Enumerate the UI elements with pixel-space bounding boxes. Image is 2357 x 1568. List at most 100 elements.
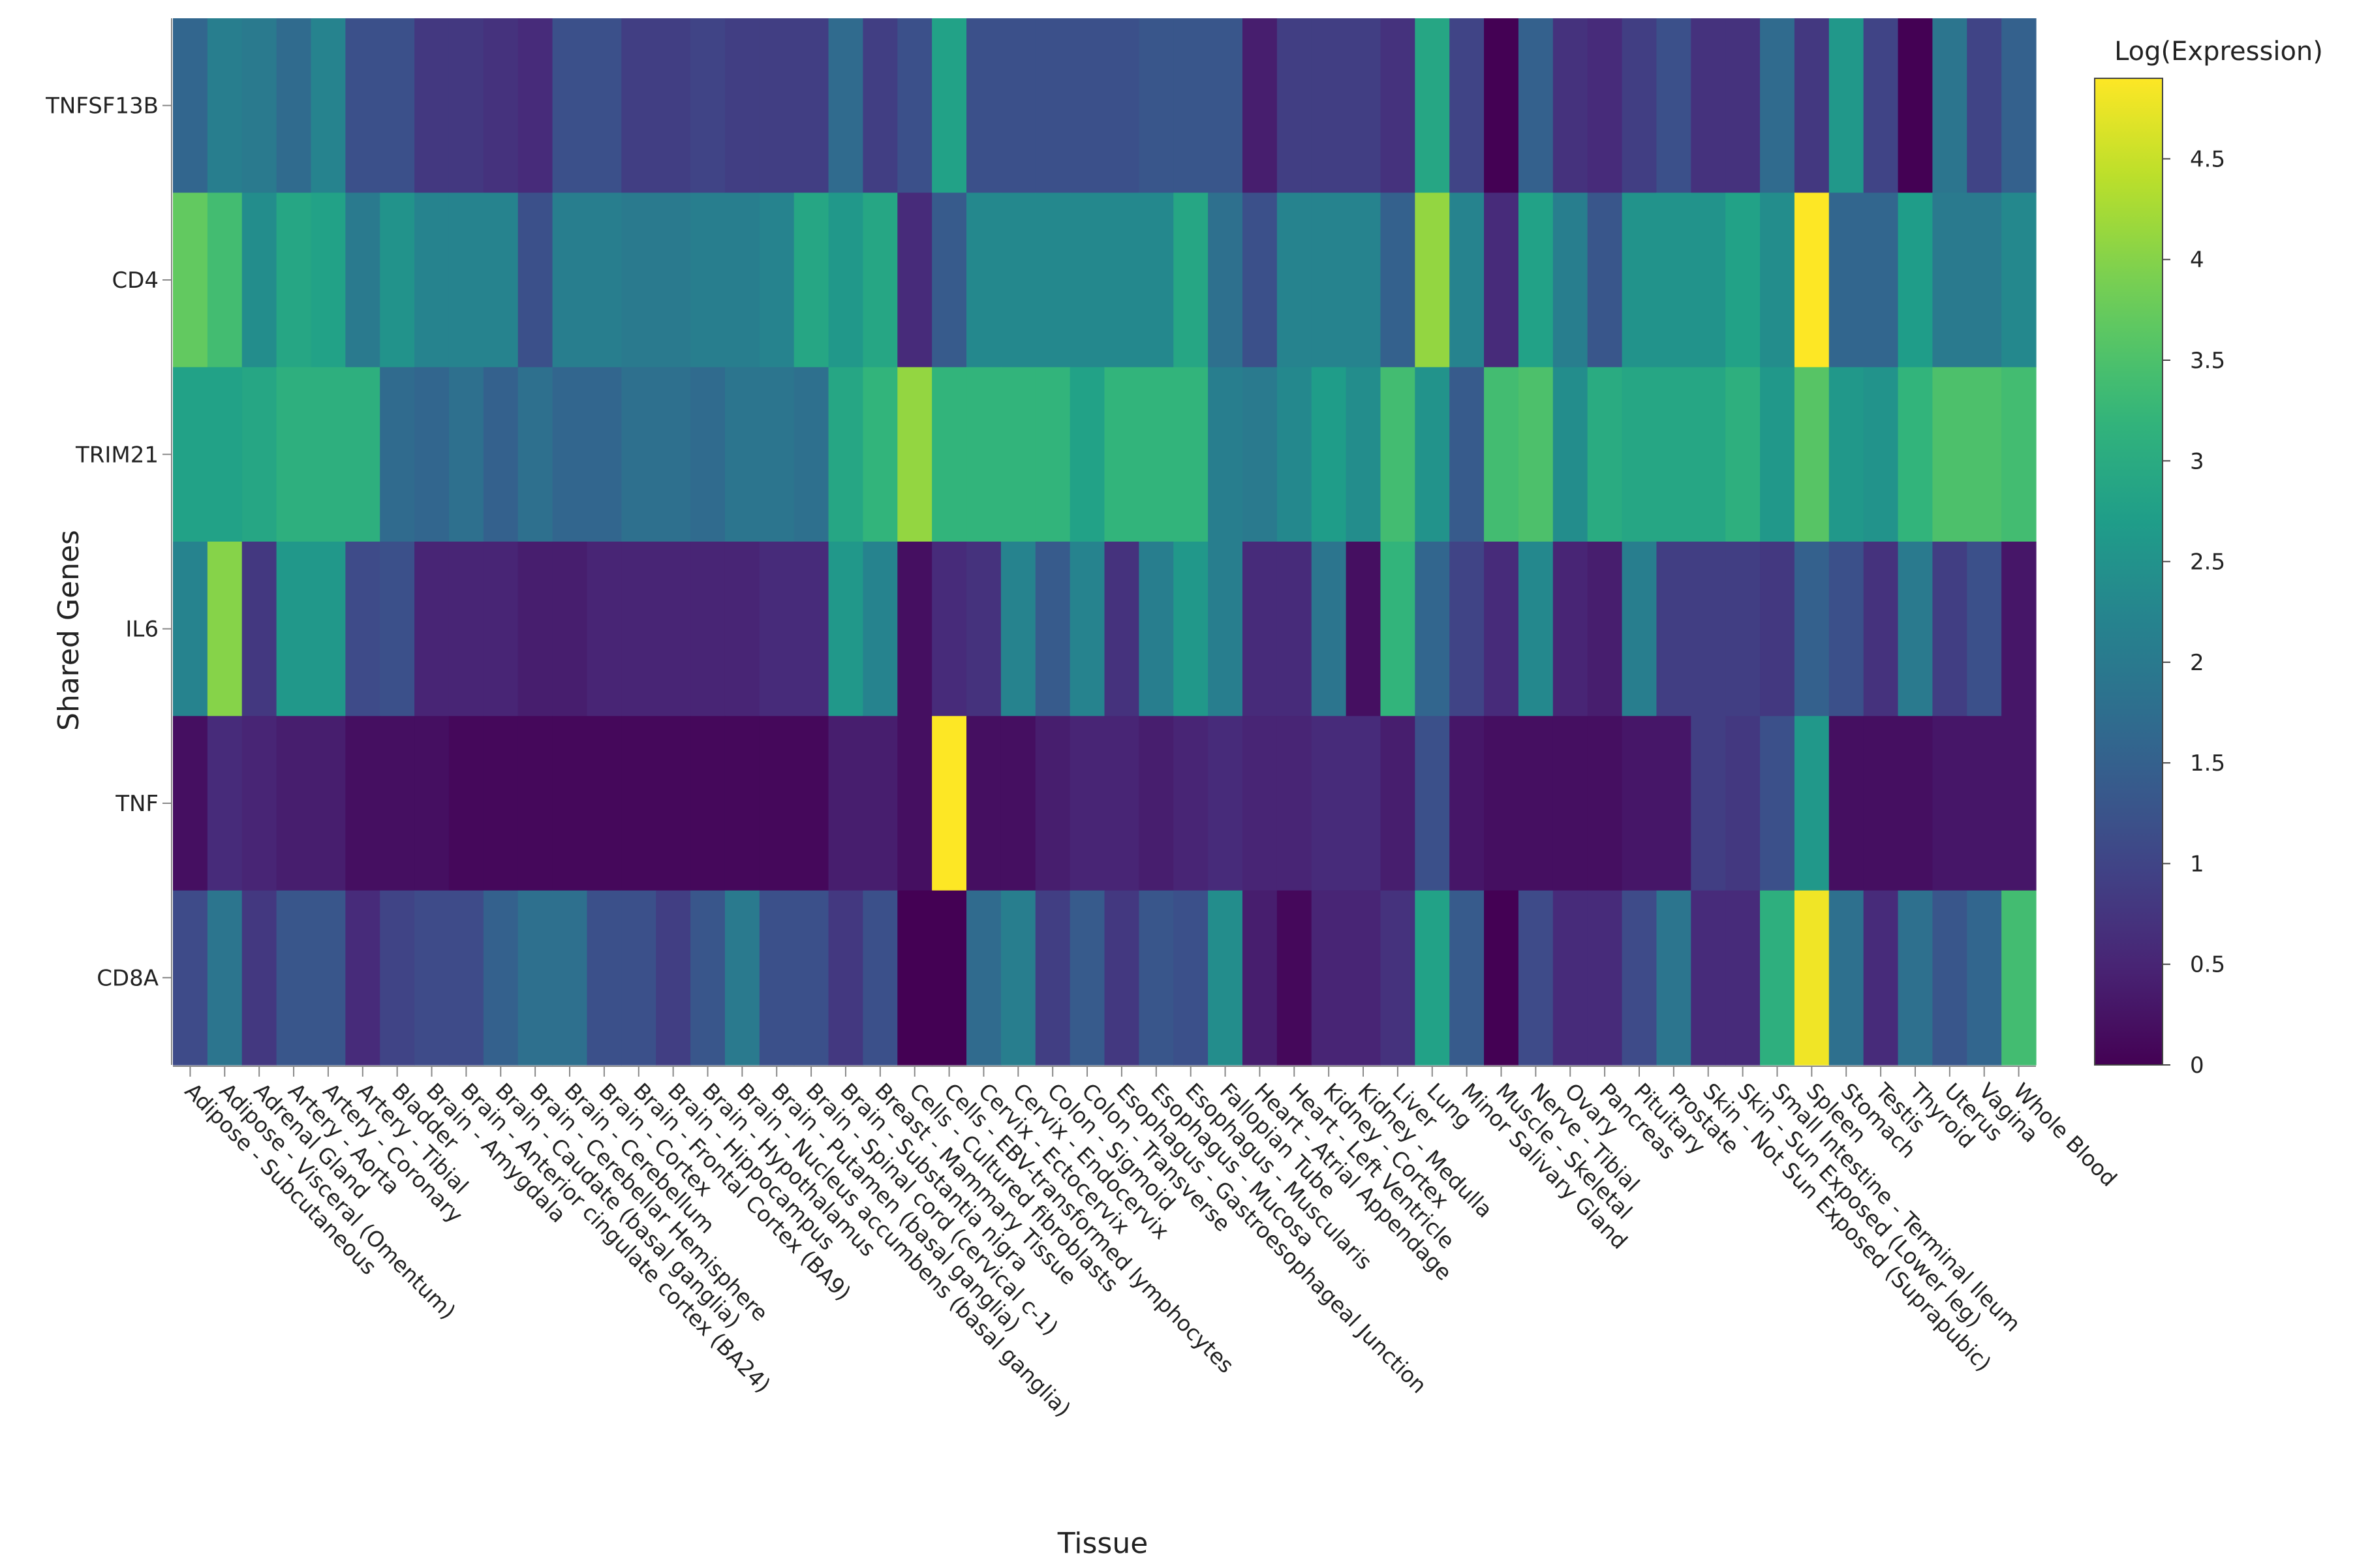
heatmap-cell	[793, 367, 829, 542]
heatmap-cell	[1070, 367, 1105, 542]
heatmap-cell	[241, 18, 277, 193]
heatmap-cell	[1415, 542, 1450, 716]
heatmap-cell	[1415, 890, 1450, 1066]
heatmap-cell	[1863, 542, 1899, 716]
colorbar-gradient	[2094, 78, 2163, 1066]
heatmap-cell	[1104, 890, 1139, 1066]
heatmap-cell	[724, 192, 760, 368]
heatmap-cell	[724, 18, 760, 193]
heatmap-cell	[724, 890, 760, 1066]
heatmap-cell	[1173, 367, 1209, 542]
heatmap-cell	[863, 890, 898, 1066]
heatmap-cell	[897, 716, 932, 891]
heatmap-cell	[380, 192, 415, 368]
heatmap-cell	[311, 192, 346, 368]
heatmap-cell	[1587, 716, 1623, 891]
heatmap-cell	[1242, 890, 1278, 1066]
heatmap-cell	[380, 367, 415, 542]
heatmap-cell	[1552, 542, 1588, 716]
heatmap-cell	[1415, 716, 1450, 891]
heatmap-cell	[345, 18, 380, 193]
heatmap-cell	[587, 890, 622, 1066]
heatmap-cell	[656, 890, 691, 1066]
heatmap-cell	[1828, 716, 1864, 891]
heatmap-cell	[1104, 192, 1139, 368]
heatmap-cell	[966, 192, 1002, 368]
heatmap-cell	[1863, 716, 1899, 891]
heatmap-cell	[1449, 367, 1485, 542]
heatmap-cell	[1863, 192, 1899, 368]
heatmap-cell	[552, 716, 588, 891]
heatmap-cell	[1484, 18, 1519, 193]
heatmap-cell	[1898, 367, 1933, 542]
heatmap-cell	[173, 18, 208, 193]
heatmap-cell	[448, 192, 484, 368]
heatmap-cell	[1828, 542, 1864, 716]
heatmap-cell	[759, 716, 795, 891]
heatmap-cell	[1863, 367, 1899, 542]
heatmap-cell	[207, 18, 243, 193]
x-axis-title: Tissue	[1057, 1527, 1148, 1560]
heatmap-cell	[1898, 18, 1933, 193]
heatmap-cell	[1070, 192, 1105, 368]
y-tick-label: TNFSF13B	[45, 93, 159, 119]
heatmap-cell	[1518, 542, 1554, 716]
heatmap-cell	[690, 716, 726, 891]
colorbar-tick-label: 2.5	[2190, 549, 2225, 576]
heatmap-cell	[966, 18, 1002, 193]
heatmap-cell	[1691, 890, 1726, 1066]
heatmap-cell	[1208, 367, 1243, 542]
heatmap-cell	[1967, 192, 2002, 368]
heatmap-cell	[1898, 192, 1933, 368]
heatmap-cell	[1932, 18, 1967, 193]
heatmap-cell	[828, 890, 864, 1066]
heatmap-cell	[207, 367, 243, 542]
heatmap-cell	[621, 18, 656, 193]
heatmap-cell	[2001, 890, 2037, 1066]
heatmap-cell	[1725, 716, 1761, 891]
heatmap-cell	[1415, 367, 1450, 542]
heatmap-cell	[1070, 542, 1105, 716]
heatmap-cell	[828, 542, 864, 716]
heatmap-cell	[345, 890, 380, 1066]
heatmap-cell	[1622, 367, 1657, 542]
colorbar-tick-label: 3	[2190, 448, 2204, 474]
heatmap-cell	[380, 18, 415, 193]
heatmap-cell	[828, 367, 864, 542]
heatmap-cell	[1311, 716, 1347, 891]
heatmap-cell	[656, 542, 691, 716]
colorbar-title: Log(Expression)	[2114, 37, 2323, 67]
heatmap-cell	[1104, 18, 1139, 193]
heatmap-cell	[1725, 192, 1761, 368]
heatmap-cell	[897, 192, 932, 368]
heatmap-cell	[1346, 716, 1381, 891]
heatmap-cell	[241, 716, 277, 891]
heatmap-cell	[1967, 716, 2002, 891]
heatmap-cell	[1622, 18, 1657, 193]
heatmap-cell	[311, 716, 346, 891]
colorbar: Log(Expression) 0 0.5 1 1.5 2 2.5 3 3.5 4 4.5	[2094, 37, 2323, 1079]
heatmap-cell	[656, 18, 691, 193]
heatmap-cell	[380, 716, 415, 891]
heatmap-cell	[793, 890, 829, 1066]
colorbar-tick-label: 4.5	[2190, 146, 2225, 172]
y-tick-label: CD8A	[97, 965, 159, 991]
heatmap-cell	[207, 542, 243, 716]
heatmap-cell	[793, 542, 829, 716]
heatmap-cell	[1518, 890, 1554, 1066]
heatmap-cell	[932, 542, 967, 716]
heatmap-cells	[173, 18, 2037, 1066]
heatmap-cell	[517, 192, 553, 368]
heatmap-cell	[1311, 367, 1347, 542]
heatmap-cell	[1104, 367, 1139, 542]
heatmap-cell	[690, 542, 726, 716]
heatmap-cell	[1932, 542, 1967, 716]
heatmap-cell	[897, 18, 932, 193]
colorbar-tick-label: 0	[2190, 1053, 2204, 1079]
heatmap-cell	[759, 18, 795, 193]
heatmap-cell	[345, 716, 380, 891]
heatmap-cell	[241, 890, 277, 1066]
heatmap-cell	[1449, 18, 1485, 193]
